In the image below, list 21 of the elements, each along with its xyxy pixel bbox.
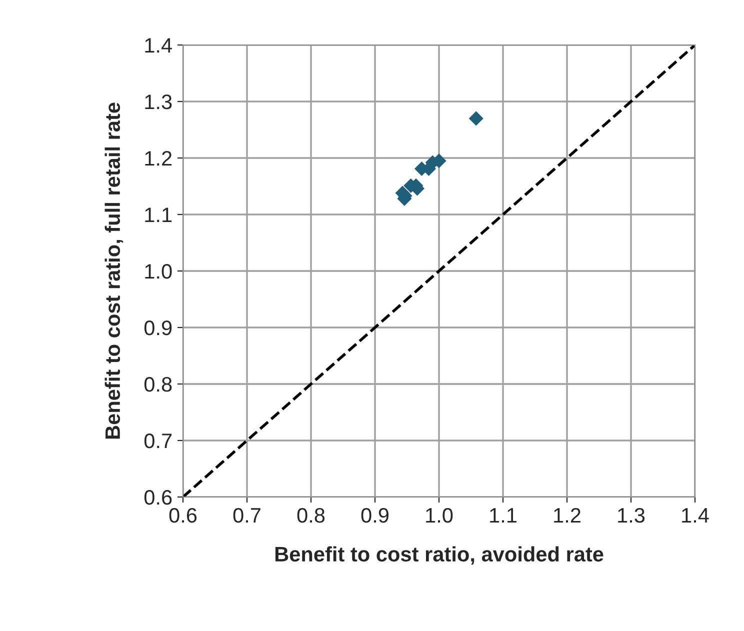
- y-tick-label: 0.9: [144, 320, 172, 336]
- y-tick-label: 1.1: [145, 208, 172, 222]
- point: [468, 111, 484, 126]
- y-tick-label: 0.6: [144, 490, 172, 505]
- y-tick-label: 1.4: [145, 38, 172, 53]
- x-tick-label: 0.8: [297, 508, 325, 523]
- x-tick-label: 0.7: [233, 508, 260, 523]
- y-tick-label: 1.3: [145, 94, 172, 110]
- x-tick-label: 1.3: [618, 508, 645, 523]
- y-tick-label: 0.7: [144, 434, 172, 448]
- y-tick-label: 0.8: [144, 377, 172, 392]
- x-tick-label: 1.1: [490, 508, 516, 523]
- x-axis-title: Benefit to cost ratio, avoided rate: [275, 546, 604, 565]
- x-tick-label: 0.6: [169, 508, 197, 523]
- x-tick-label: 1.4: [682, 508, 709, 523]
- x-tick-label: 1.2: [554, 508, 580, 523]
- y-axis-title: Benefit to cost ratio, full retail rate: [104, 102, 124, 439]
- y-tick-label: 1.2: [145, 151, 172, 166]
- x-tick-label: 0.9: [361, 508, 388, 523]
- x-tick-label: 1.0: [426, 508, 453, 523]
- y-tick-label: 1.0: [145, 264, 172, 279]
